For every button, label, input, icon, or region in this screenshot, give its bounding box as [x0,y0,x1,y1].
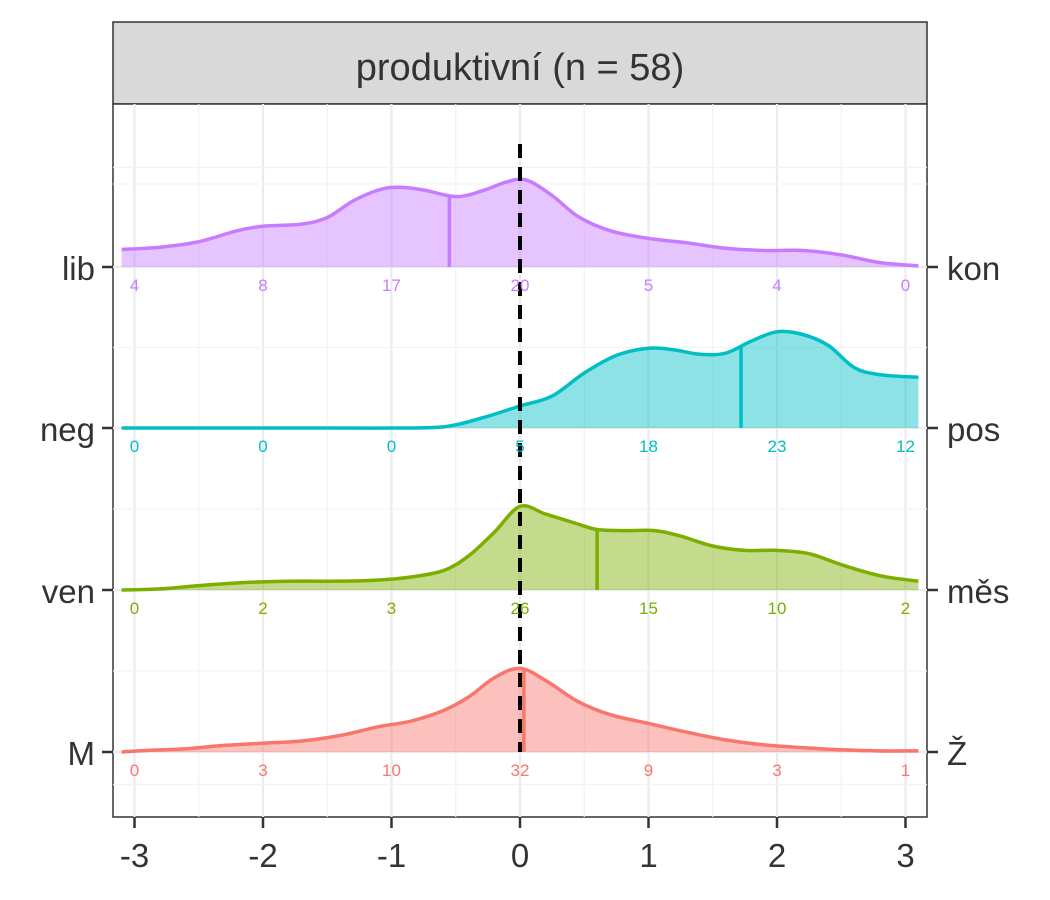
y-label-right: Ž [947,735,967,772]
count-label: 32 [511,761,530,780]
count-label: 0 [130,761,139,780]
count-label: 0 [130,599,139,618]
count-label: 18 [639,437,658,456]
x-tick-label: 3 [896,837,914,874]
x-tick-label: 1 [639,837,657,874]
y-label-left: M [68,735,96,772]
count-label: 10 [382,761,401,780]
count-label: 3 [258,761,267,780]
count-label: 3 [772,761,781,780]
x-tick-label: -2 [248,837,277,874]
y-label-left: lib [62,250,95,287]
count-label: 0 [258,437,267,456]
x-tick-label: -1 [377,837,406,874]
x-tick-label: -3 [120,837,149,874]
facet-strip [112,21,928,105]
count-label: 2 [258,599,267,618]
x-tick-label: 0 [511,837,529,874]
count-label: 0 [387,437,396,456]
count-label: 2 [901,599,910,618]
ridge-line-lib [121,177,919,268]
x-tick-label: 2 [768,837,786,874]
count-label: 1 [901,761,910,780]
y-label-left: neg [40,411,95,448]
ridge-area-M [121,668,919,752]
count-label: 5 [644,276,653,295]
count-label: 8 [258,276,267,295]
count-label: 26 [511,599,530,618]
ridge-line-M [121,666,919,754]
count-label: 9 [644,761,653,780]
y-label-right: kon [947,250,1000,287]
y-label-right: pos [947,411,1000,448]
y-label-left: ven [42,573,95,610]
count-labels: 0 3 10 32 9 3 10 2 3 26 15 10 20 0 0 5 18 23 124 8 17 20 5 4 0 [130,276,915,780]
count-label: 0 [130,437,139,456]
facet-title: produktivní (n = 58) [356,47,684,89]
count-label: 17 [382,276,401,295]
ridge-line-ven [121,504,919,592]
x-axis: -3 -2 -1 0 1 2 3 [120,817,915,874]
count-label: 12 [896,437,915,456]
count-label: 4 [772,276,781,295]
ridge-line-neg [121,329,919,430]
count-label: 4 [130,276,139,295]
count-label: 3 [387,599,396,618]
count-label: 0 [901,276,910,295]
y-label-right: měs [947,573,1009,610]
count-label: 5 [515,437,524,456]
count-label: 15 [639,599,658,618]
count-label: 23 [768,437,787,456]
mean-markers [447,195,743,752]
count-label: 20 [511,276,530,295]
count-label: 10 [768,599,787,618]
